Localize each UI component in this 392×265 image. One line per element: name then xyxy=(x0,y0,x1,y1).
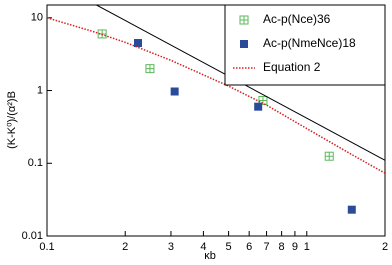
x-tick-label: 2 xyxy=(382,241,388,253)
marker-box xyxy=(347,205,356,214)
x-tick-label: 6 xyxy=(246,241,252,253)
marker-box xyxy=(240,40,248,48)
x-tick-label: 5 xyxy=(226,241,232,253)
marker xyxy=(347,205,356,214)
marker-box xyxy=(170,87,179,96)
y-tick-label: 0.01 xyxy=(22,230,43,242)
marker-plus xyxy=(325,152,334,161)
marker xyxy=(240,40,248,48)
marker xyxy=(170,87,179,96)
marker xyxy=(145,64,155,74)
y-tick-label: 1 xyxy=(37,84,43,96)
y-tick-label: 10 xyxy=(31,12,43,24)
marker xyxy=(133,39,142,48)
x-tick-label: 1 xyxy=(304,241,310,253)
y-axis-label: (K-K⁰)/(α²)B xyxy=(6,91,18,149)
legend-label: Equation 2 xyxy=(263,60,321,74)
plot-frame xyxy=(46,4,386,237)
marker xyxy=(239,15,249,25)
x-tick-label: 9 xyxy=(292,241,298,253)
x-tick-label: 8 xyxy=(279,241,285,253)
x-axis-label: κb xyxy=(204,250,216,262)
x-tick-label: 4 xyxy=(200,241,206,253)
legend-label: Ac-p(NmeNce)18 xyxy=(263,36,356,50)
marker-plus xyxy=(258,96,267,105)
y-tick-label: 0.1 xyxy=(28,157,43,169)
marker-plus xyxy=(145,64,154,73)
x-tick-label: 3 xyxy=(168,241,174,253)
marker-box xyxy=(254,102,263,111)
series-line xyxy=(47,17,385,174)
x-tick-label: 0.1 xyxy=(39,241,54,253)
marker-plus xyxy=(240,16,248,24)
legend-label: Ac-p(Nce)36 xyxy=(263,12,331,26)
x-tick-label: 7 xyxy=(263,241,269,253)
marker xyxy=(254,102,263,111)
marker-box xyxy=(133,39,142,48)
legend-box xyxy=(224,4,386,86)
marker xyxy=(324,151,334,161)
x-tick-label: 2 xyxy=(122,241,128,253)
marker xyxy=(258,95,268,105)
